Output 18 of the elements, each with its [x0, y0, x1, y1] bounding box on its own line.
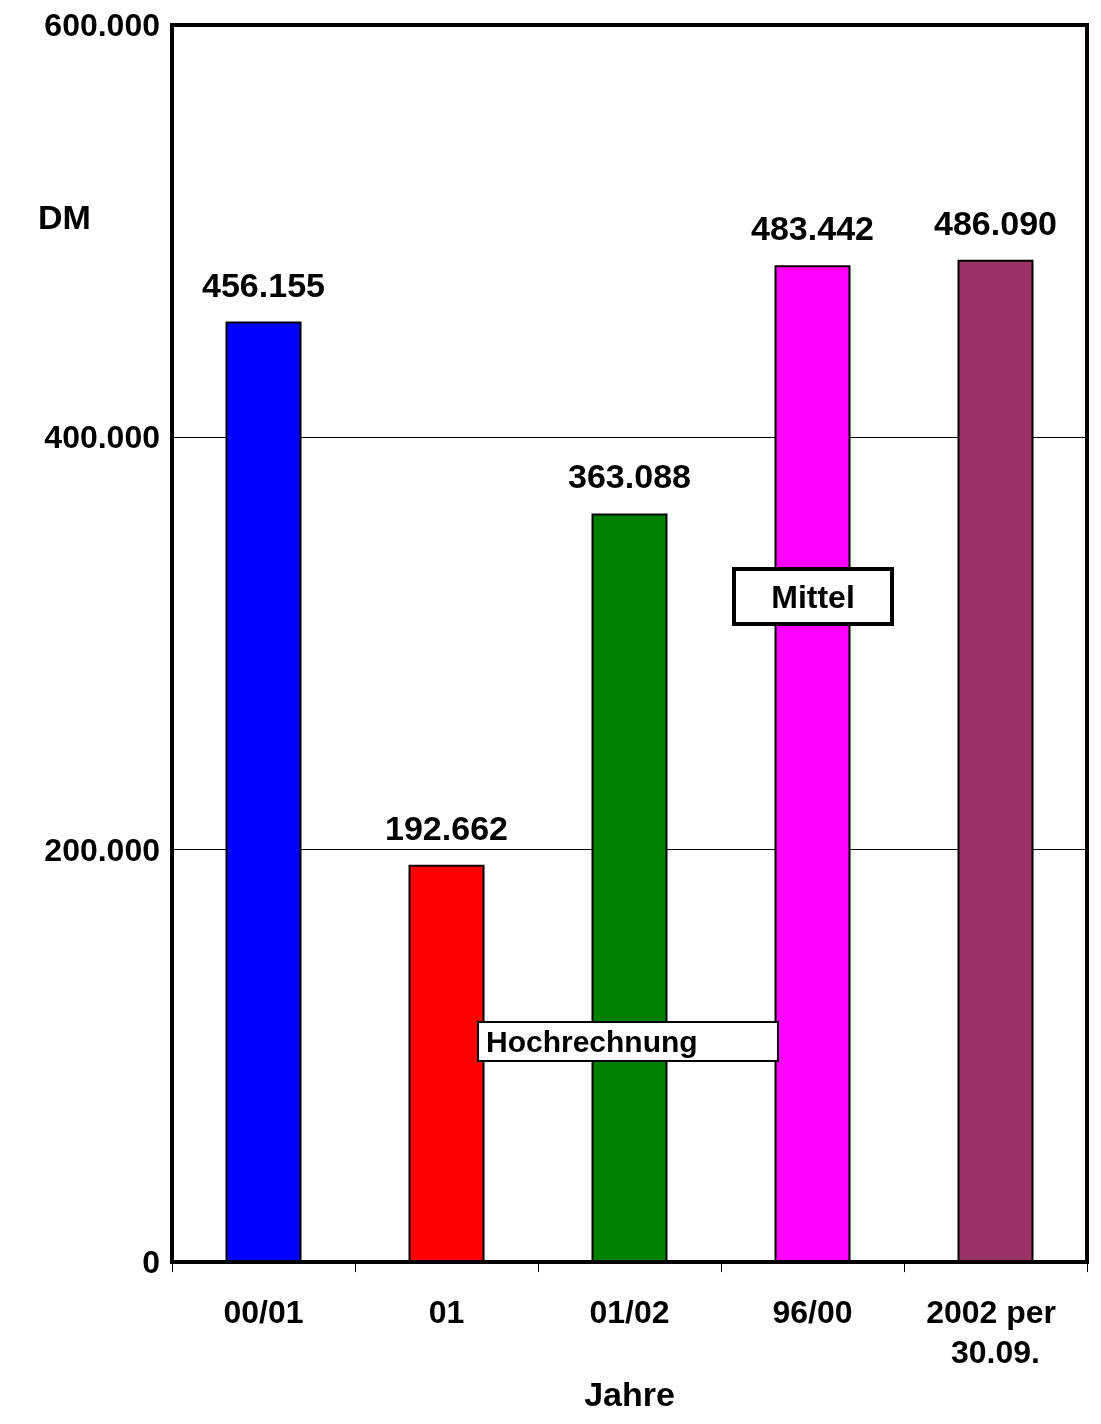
x-tick-label: 01: [428, 1294, 465, 1331]
y-tick-label: 0: [142, 1244, 160, 1281]
x-tick-label: 2002 per 30.09.: [926, 1294, 1065, 1371]
annotation: Mittel: [771, 578, 855, 615]
y-tick-label: 600.000: [44, 7, 160, 43]
data-label: 456.155: [202, 265, 325, 304]
data-label: 483.442: [751, 209, 874, 248]
data-label: 192.662: [385, 808, 508, 847]
x-axis-title: Jahre: [584, 1375, 675, 1413]
x-tick-label: 01/02: [589, 1294, 670, 1331]
x-tick-label: 96/00: [772, 1294, 853, 1331]
data-label: 363.088: [568, 457, 691, 496]
data-label: 486.090: [934, 203, 1057, 242]
y-axis-title: DM: [38, 198, 91, 236]
x-tick-label: 00/01: [223, 1294, 304, 1331]
y-tick-label: 400.000: [44, 419, 160, 456]
y-tick-label: 200.000: [44, 831, 160, 868]
annotation: Hochrechnung: [486, 1025, 698, 1058]
